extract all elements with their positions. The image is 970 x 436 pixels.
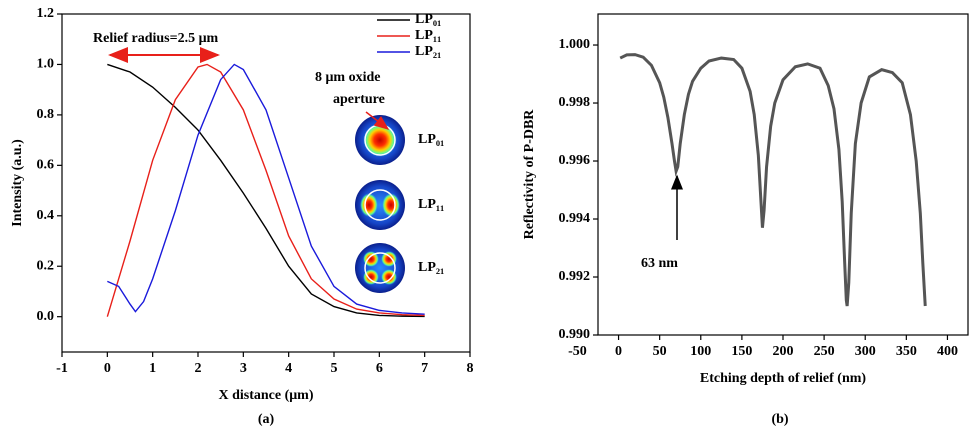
x-tick-label: 300 — [855, 344, 876, 359]
legend-label: LP₀₁ — [415, 12, 441, 27]
y-tick-label: 0.994 — [559, 211, 591, 226]
x-tick-label: 0 — [104, 361, 111, 376]
x-tick-label: 200 — [773, 344, 794, 359]
mode-label: LP₁₁ — [418, 197, 444, 212]
x-tick-label: 3 — [240, 361, 247, 376]
annotation: Relief radius=2.5 μm — [93, 31, 219, 46]
mode-image — [355, 115, 405, 165]
panel-label: (a) — [258, 412, 275, 427]
x-tick-label: -1 — [56, 361, 68, 376]
y-tick-label: 0.998 — [559, 95, 591, 110]
x-tick-label: 150 — [731, 344, 752, 359]
y-axis-label: Intensity (a.u.) — [10, 139, 25, 227]
mode-image — [355, 243, 405, 293]
annotation: 63 nm — [641, 256, 678, 271]
annotation: aperture — [333, 92, 385, 107]
mode-image — [355, 180, 405, 230]
series-line — [107, 63, 425, 318]
y-tick-label: 0.6 — [37, 158, 55, 173]
y-tick-label: 0.0 — [37, 309, 55, 324]
mode-label: LP₂₁ — [418, 260, 444, 275]
x-axis-label: X distance (μm) — [218, 388, 313, 403]
x-tick-label: 250 — [814, 344, 835, 359]
legend-label: LP₁₁ — [415, 28, 441, 43]
y-axis-label: Reflectivity of P-DBR — [522, 109, 537, 240]
series-line — [107, 63, 425, 315]
x-axis-label: Etching depth of relief (nm) — [700, 371, 867, 386]
y-tick-label: 0.8 — [37, 107, 55, 122]
series-line — [619, 53, 927, 307]
y-tick-label: 1.0 — [37, 57, 55, 72]
x-tick-label: 7 — [421, 361, 428, 376]
legend-label: LP₂₁ — [415, 44, 441, 59]
plot-frame — [597, 13, 969, 336]
mode-label: LP₀₁ — [418, 132, 444, 147]
x-tick-label: 6 — [376, 361, 383, 376]
x-tick-label: -50 — [568, 344, 587, 359]
x-tick-label: 50 — [653, 344, 667, 359]
x-tick-label: 5 — [331, 361, 338, 376]
x-tick-label: 100 — [690, 344, 711, 359]
pointer-arrow — [365, 111, 390, 130]
plot-frame — [61, 13, 471, 353]
y-tick-label: 0.2 — [37, 258, 55, 273]
x-tick-label: 400 — [937, 344, 958, 359]
x-tick-label: 2 — [195, 361, 202, 376]
x-tick-label: 1 — [149, 361, 156, 376]
y-tick-label: 1.000 — [559, 37, 591, 52]
x-tick-label: 350 — [896, 344, 917, 359]
series-line — [106, 63, 425, 317]
x-tick-label: 4 — [285, 361, 292, 376]
y-tick-label: 0.990 — [559, 327, 591, 342]
y-tick-label: 0.996 — [559, 153, 591, 168]
y-tick-label: 0.4 — [37, 208, 55, 223]
mode-images — [355, 111, 405, 293]
y-tick-label: 0.992 — [559, 269, 591, 284]
panel-label: (b) — [771, 412, 788, 427]
x-tick-label: 0 — [615, 344, 622, 359]
annotation: 8 μm oxide — [315, 70, 381, 85]
y-tick-label: 1.2 — [37, 6, 55, 21]
x-tick-label: 8 — [467, 361, 474, 376]
